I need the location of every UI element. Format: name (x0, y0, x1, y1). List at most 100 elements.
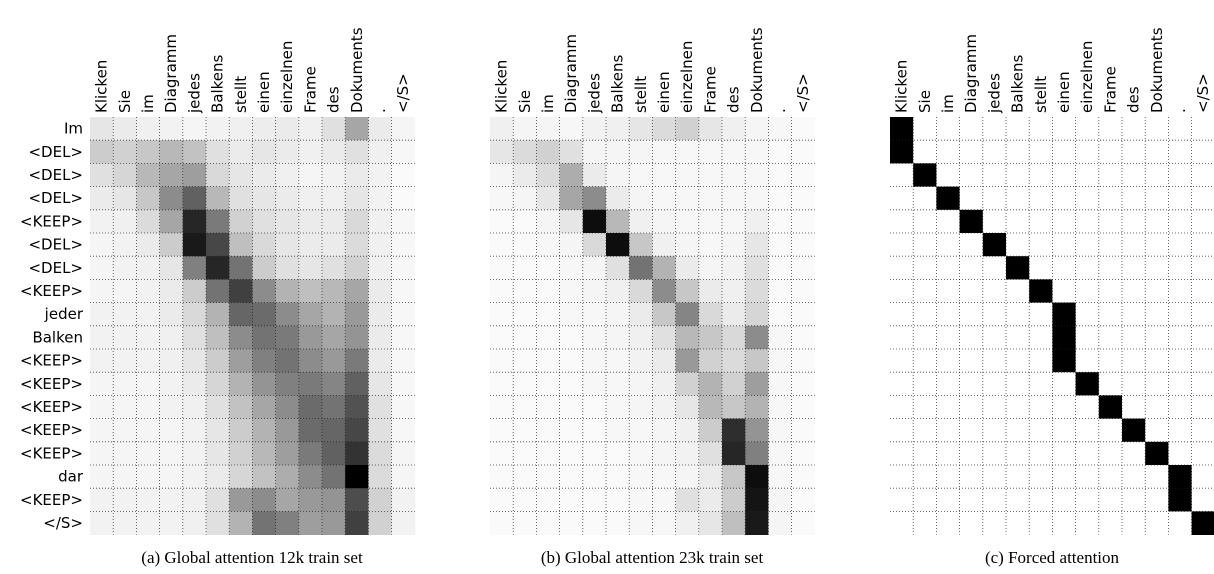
heatmap-cell (1191, 465, 1214, 489)
heatmap-cell (1145, 117, 1169, 141)
heatmap-cell (1052, 395, 1076, 419)
heatmap-cell (629, 186, 653, 211)
heatmap-cell (582, 117, 607, 141)
heatmap-cell (1075, 511, 1100, 535)
heatmap-cell (652, 488, 676, 512)
heatmap-cell (182, 140, 207, 164)
heatmap-cell (698, 209, 723, 234)
heatmap-cell (959, 395, 984, 419)
heatmap-cell (206, 117, 230, 141)
heatmap-cell (982, 511, 1007, 535)
x-tick-label: stellt (1032, 76, 1050, 113)
heatmap-cell (368, 302, 392, 327)
heatmap-cell (136, 395, 160, 419)
heatmap-cell (298, 302, 323, 327)
heatmap-cell (1191, 209, 1214, 234)
heatmap-cell (652, 140, 676, 164)
heatmap-cell (1006, 163, 1030, 187)
heatmap-cell (1098, 209, 1123, 234)
x-tick-label: Dokuments (748, 27, 766, 113)
heatmap-cell (890, 325, 914, 350)
heatmap-cell (536, 209, 560, 234)
heatmap-cell (345, 186, 369, 211)
heatmap-cell (913, 488, 937, 512)
heatmap-cell (275, 325, 300, 350)
heatmap-cell (275, 209, 300, 234)
heatmap-cell (791, 511, 816, 535)
heatmap-cell (959, 256, 984, 280)
heatmap-cell (791, 302, 816, 327)
heatmap-cell (722, 256, 746, 280)
heatmap-cell (1006, 488, 1030, 512)
heatmap-cell (1052, 302, 1076, 327)
heatmap-cell (745, 325, 769, 350)
heatmap-cell (1052, 372, 1076, 396)
y-tick-label: <KEEP> (20, 212, 83, 230)
heatmap-cell (1168, 163, 1192, 187)
heatmap-cell (698, 349, 723, 373)
heatmap-cell (982, 418, 1007, 443)
heatmap-cell (722, 441, 746, 466)
heatmap-cell (722, 209, 746, 234)
heatmap-cell (159, 465, 184, 489)
heatmap-cell (1122, 441, 1146, 466)
heatmap-cell (652, 117, 676, 141)
heatmap-cell (113, 488, 137, 512)
heatmap-cell (368, 511, 392, 535)
heatmap-cell (513, 186, 537, 211)
heatmap-cell (606, 418, 630, 443)
heatmap-cell (113, 395, 137, 419)
heatmap-cell (252, 325, 276, 350)
heatmap-cell (345, 465, 369, 489)
heatmap-cell (136, 117, 160, 141)
heatmap-cell (768, 117, 792, 141)
heatmap-cell (913, 186, 937, 211)
heatmap-cell (252, 209, 276, 234)
heatmap-cell (1168, 441, 1192, 466)
heatmap-cell (322, 256, 346, 280)
heatmap-cell (890, 395, 914, 419)
heatmap-cell (1075, 140, 1100, 164)
heatmap-cell (1052, 325, 1076, 350)
heatmap-cell (229, 349, 253, 373)
heatmap-cell (206, 418, 230, 443)
heatmap-cell (159, 186, 184, 211)
heatmap-cell (391, 117, 416, 141)
heatmap-cell (1168, 233, 1192, 257)
heatmap-cell (182, 209, 207, 234)
heatmap-cell (345, 209, 369, 234)
heatmap-cell (159, 349, 184, 373)
heatmap-cell (1052, 488, 1076, 512)
heatmap-cell (1145, 233, 1169, 257)
heatmap-cell (698, 140, 723, 164)
heatmap-cell (629, 233, 653, 257)
heatmap-cell (936, 140, 960, 164)
heatmap-cell (490, 163, 514, 187)
heatmap-cell (113, 372, 137, 396)
heatmap-cell (1075, 372, 1100, 396)
heatmap-cell (536, 256, 560, 280)
heatmap-cell (113, 441, 137, 466)
heatmap-cell (113, 418, 137, 443)
heatmap-cell (890, 117, 914, 141)
heatmap-cell (536, 465, 560, 489)
heatmap-cell (1191, 163, 1214, 187)
heatmap-cell (322, 186, 346, 211)
heatmap-cell (1098, 117, 1123, 141)
heatmap-cell (322, 465, 346, 489)
heatmap-cell (890, 418, 914, 443)
heatmap-cell (206, 372, 230, 396)
heatmap-cell (345, 256, 369, 280)
heatmap-cell (959, 325, 984, 350)
heatmap-cell (1145, 325, 1169, 350)
heatmap-cell (745, 117, 769, 141)
heatmap-cell (1145, 488, 1169, 512)
heatmap-cell (698, 302, 723, 327)
heatmap-cell (913, 163, 937, 187)
heatmap-cell (745, 209, 769, 234)
heatmap-cell (959, 117, 984, 141)
heatmap-cell (536, 140, 560, 164)
x-tick-label: jedes (185, 73, 203, 114)
heatmap-cell (559, 441, 584, 466)
heatmap-cell (913, 465, 937, 489)
